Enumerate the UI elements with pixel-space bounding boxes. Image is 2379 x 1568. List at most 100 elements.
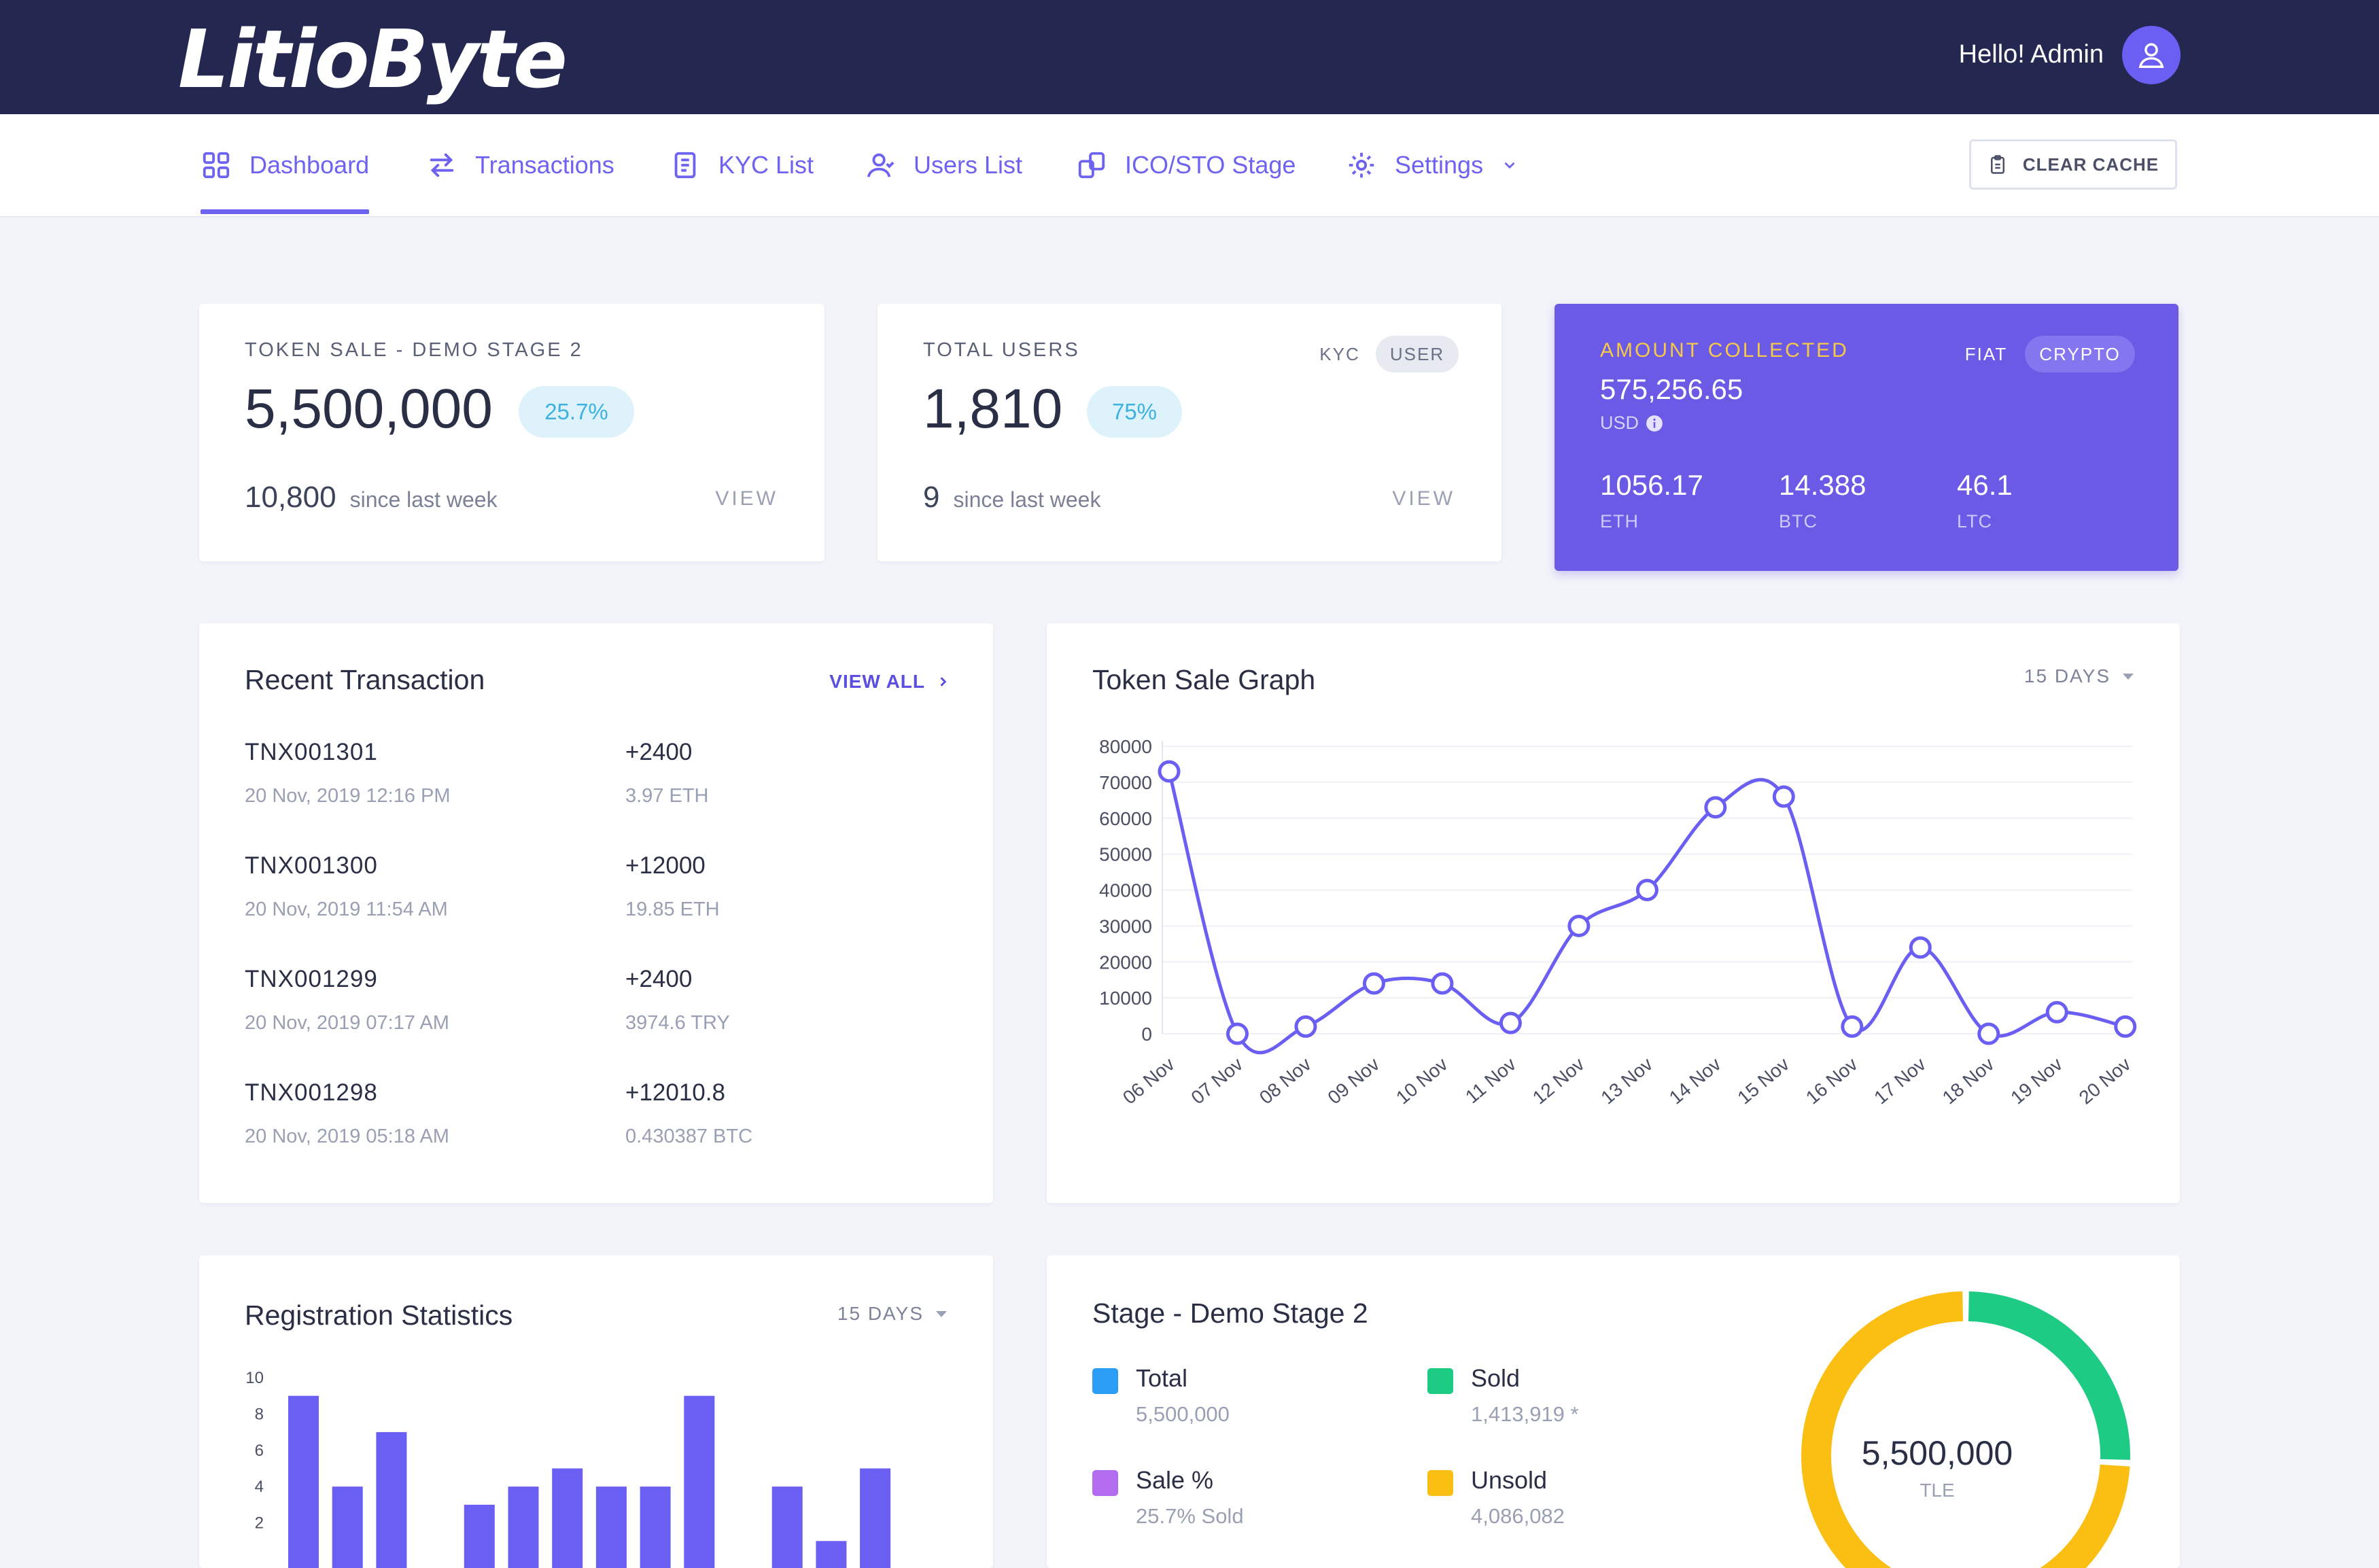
data-point (2116, 1017, 2135, 1036)
x-tick-label: 19 Nov (2007, 1053, 2066, 1109)
bar (464, 1505, 495, 1568)
nav-transactions[interactable]: Transactions (426, 114, 614, 216)
transaction-id: TNX001299 (245, 966, 378, 993)
x-tick-label: 08 Nov (1255, 1053, 1315, 1109)
view-all-label: VIEW ALL (829, 671, 925, 693)
token-sale-view-link[interactable]: VIEW (715, 487, 778, 510)
transaction-date: 20 Nov, 2019 05:18 AM (245, 1126, 449, 1148)
transaction-row[interactable]: TNX001300 20 Nov, 2019 11:54 AM +12000 1… (245, 852, 965, 954)
coin-btc-name: BTC (1779, 511, 1866, 532)
y-tick-label: 80000 (1099, 736, 1152, 757)
y-tick-label: 2 (255, 1514, 264, 1533)
nav-users-list-label: Users List (914, 151, 1022, 179)
users-icon (865, 150, 896, 181)
bar (772, 1486, 803, 1568)
y-tick-label: 8 (255, 1405, 264, 1423)
data-point (1706, 798, 1725, 817)
total-users-label: TOTAL USERS (923, 339, 1080, 362)
total-users-since-value: 9 (923, 481, 939, 515)
crypto-toggle[interactable]: CRYPTO (2025, 336, 2135, 372)
coin-btc-value: 14.388 (1779, 469, 1866, 502)
x-tick-label: 13 Nov (1597, 1053, 1656, 1109)
total-users-view-link[interactable]: VIEW (1392, 487, 1455, 510)
brand-logo[interactable]: LitioByte (178, 8, 566, 110)
nav-dashboard-label: Dashboard (249, 151, 369, 179)
total-users-since: 9 since last week (923, 481, 1100, 515)
user-toggle[interactable]: USER (1376, 336, 1459, 372)
transaction-date: 20 Nov, 2019 07:17 AM (245, 1012, 449, 1034)
nav-settings-label: Settings (1395, 151, 1483, 179)
user-icon (2136, 39, 2167, 71)
x-tick-label: 09 Nov (1323, 1053, 1383, 1109)
nav-settings[interactable]: Settings (1346, 114, 1518, 216)
chevron-right-icon (936, 674, 950, 689)
token-sale-since-value: 10,800 (245, 481, 336, 515)
user-greeting: Hello! Admin (1959, 37, 2104, 71)
x-tick-label: 14 Nov (1665, 1053, 1725, 1109)
transfer-arrows-icon (426, 150, 457, 181)
x-tick-label: 20 Nov (2075, 1053, 2135, 1109)
data-point (2047, 1003, 2066, 1022)
total-users-value: 1,810 (923, 375, 1062, 443)
clear-cache-label: CLEAR CACHE (2023, 154, 2159, 175)
x-tick-label: 15 Nov (1733, 1053, 1793, 1109)
data-point (1296, 1017, 1315, 1036)
y-tick-label: 20000 (1099, 952, 1152, 973)
bar (684, 1396, 714, 1568)
data-point (1979, 1024, 1998, 1043)
nav-dashboard[interactable]: Dashboard (201, 114, 369, 216)
nav-transactions-label: Transactions (475, 151, 614, 179)
transaction-crypto-amount: 19.85 ETH (625, 899, 720, 921)
clipboard-icon (1987, 153, 2008, 176)
kyc-toggle[interactable]: KYC (1313, 336, 1367, 372)
transaction-row[interactable]: TNX001301 20 Nov, 2019 12:16 PM +2400 3.… (245, 739, 965, 841)
main-nav: Dashboard Transactions KYC List Users Li… (0, 114, 2379, 217)
transaction-amount: +12000 (625, 852, 706, 879)
y-tick-label: 60000 (1099, 808, 1152, 829)
y-tick-label: 40000 (1099, 880, 1152, 901)
nav-users-list[interactable]: Users List (865, 114, 1022, 216)
recent-transaction-title: Recent Transaction (245, 664, 485, 696)
fiat-toggle[interactable]: FIAT (1956, 336, 2017, 372)
user-avatar[interactable] (2122, 26, 2181, 84)
clear-cache-button[interactable]: CLEAR CACHE (1969, 139, 2177, 190)
token-sale-series-line (1169, 771, 2125, 1053)
chevron-down-icon (1501, 156, 1518, 174)
y-tick-label: 70000 (1099, 772, 1152, 793)
data-point (1433, 974, 1452, 993)
bar (508, 1486, 539, 1568)
amount-currency-label: USD (1600, 413, 1639, 434)
amount-collected-value: 575,256.65 (1600, 373, 1743, 406)
y-tick-label: 10000 (1099, 988, 1152, 1009)
y-tick-label: 0 (1141, 1024, 1152, 1045)
transaction-id: TNX001298 (245, 1079, 378, 1107)
transaction-row[interactable]: TNX001299 20 Nov, 2019 07:17 AM +2400 39… (245, 966, 965, 1068)
stage-card: Stage - Demo Stage 2 Total 5,500,000 Sol… (1047, 1255, 2180, 1568)
bar (860, 1469, 890, 1568)
x-tick-label: 17 Nov (1870, 1053, 1930, 1109)
token-sale-since-text: since last week (350, 487, 498, 512)
document-icon (670, 150, 701, 181)
coin-ltc: 46.1 LTC (1957, 469, 2013, 532)
coin-eth: 1056.17 ETH (1600, 469, 1703, 532)
info-icon[interactable] (1646, 415, 1663, 432)
amount-collected-label: AMOUNT COLLECTED (1600, 339, 1849, 362)
transaction-row[interactable]: TNX001298 20 Nov, 2019 05:18 AM +12010.8… (245, 1079, 965, 1181)
data-point (1843, 1017, 1862, 1036)
y-tick-label: 30000 (1099, 916, 1152, 937)
amount-collected-card: AMOUNT COLLECTED FIAT CRYPTO 575,256.65 … (1555, 304, 2178, 571)
donut-center-value: 5,500,000 (1856, 1433, 2019, 1473)
nav-ico-sto-stage[interactable]: ICO/STO Stage (1076, 114, 1296, 216)
data-point (1911, 938, 1930, 957)
view-all-link[interactable]: VIEW ALL (829, 671, 950, 693)
bar (376, 1432, 406, 1568)
nav-ico-sto-stage-label: ICO/STO Stage (1125, 151, 1296, 179)
token-sale-value: 5,500,000 (245, 375, 493, 443)
x-tick-label: 06 Nov (1119, 1053, 1179, 1109)
transaction-crypto-amount: 0.430387 BTC (625, 1126, 752, 1148)
total-users-since-text: since last week (953, 487, 1100, 512)
nav-kyc-list[interactable]: KYC List (670, 114, 814, 216)
y-tick-label: 10 (245, 1369, 264, 1387)
